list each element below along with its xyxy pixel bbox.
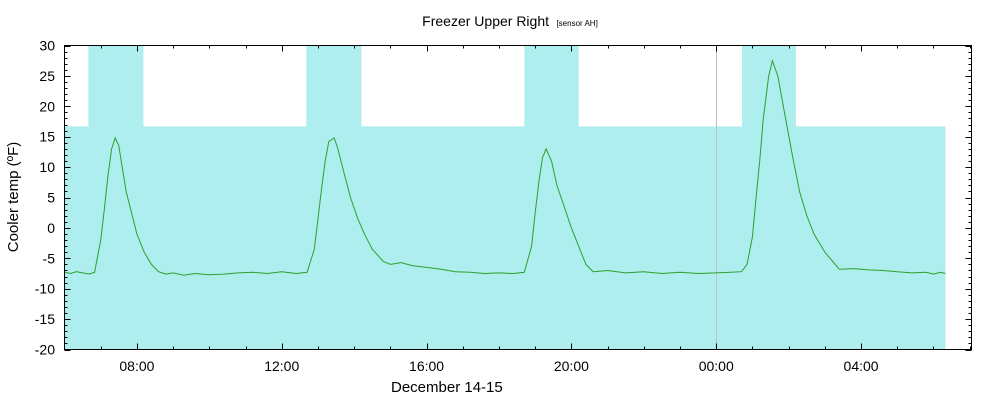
temperature-line xyxy=(64,58,946,276)
door-open-band xyxy=(88,45,144,350)
y-tick-label: 25 xyxy=(39,68,55,84)
y-tick-label: -15 xyxy=(35,311,55,327)
background-band xyxy=(64,126,946,350)
y-tick-label: 10 xyxy=(39,159,55,175)
y-tick-label: -10 xyxy=(35,281,55,297)
y-tick-label: 15 xyxy=(39,129,55,145)
chart-subtitle: [sensor AH] xyxy=(556,19,597,28)
door-open-band xyxy=(306,45,362,350)
y-tick-label: 20 xyxy=(39,98,55,114)
plot-frame xyxy=(64,45,972,350)
x-axis: 08:00 12:00 16:00 20:00 00:00 04:00 xyxy=(101,45,971,374)
y-tick-label: 30 xyxy=(39,38,55,54)
x-axis-label: December 14-15 xyxy=(391,379,503,396)
y-tick-label: -5 xyxy=(43,250,56,266)
x-tick-label: 20:00 xyxy=(554,358,589,374)
y-axis: 30 25 20 15 10 5 0 -5 -10 -15 -20 xyxy=(35,38,972,358)
y-axis-label: Cooler temp (ºF) xyxy=(5,142,22,253)
chart-title: Freezer Upper Right xyxy=(422,13,549,29)
chart-title-group: Freezer Upper Right [sensor AH] xyxy=(422,13,598,30)
x-tick-label: 12:00 xyxy=(264,358,299,374)
door-open-bands xyxy=(64,45,946,350)
door-open-band xyxy=(524,45,579,350)
y-tick-label: 0 xyxy=(47,220,55,236)
y-tick-label: -20 xyxy=(35,342,55,358)
x-tick-label: 16:00 xyxy=(409,358,444,374)
y-tick-label: 5 xyxy=(47,190,55,206)
x-tick-label: 08:00 xyxy=(119,358,154,374)
door-open-band xyxy=(741,45,796,350)
x-tick-label: 04:00 xyxy=(844,358,879,374)
x-tick-label: 00:00 xyxy=(699,358,734,374)
